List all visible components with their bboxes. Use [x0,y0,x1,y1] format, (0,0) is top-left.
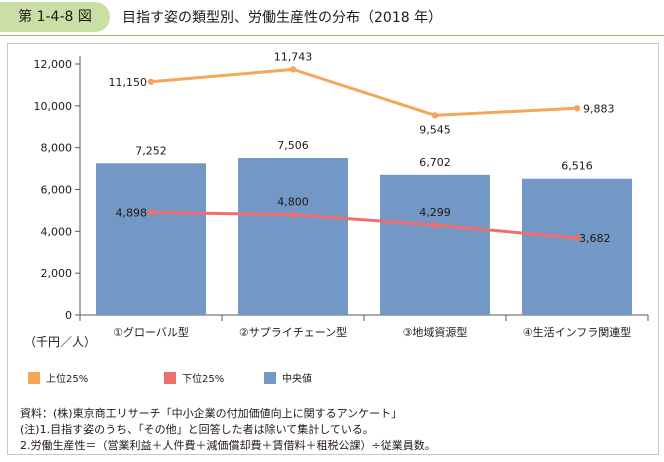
point-upper [289,66,297,73]
legend-swatch-lower [164,372,176,384]
x-tick-label: ②サプライチェーン型 [239,325,347,339]
legend-swatch-median [264,372,276,384]
y-axis-unit-label: （千円／人） [24,335,97,349]
y-tick-label: 2,000 [41,267,73,280]
x-tick-label: ④生活インフラ関連型 [523,325,632,339]
point-lower-label: 4,299 [419,206,451,219]
bar-median [96,163,206,315]
point-lower-label: 4,898 [116,207,148,220]
legend-swatch-upper [28,372,40,384]
bar-median-label: 6,516 [561,160,593,173]
point-lower [147,209,155,216]
figure-title: 目指す姿の類型別、労働生産性の分布（2018 年） [122,10,443,26]
y-tick-label: 4,000 [41,225,73,238]
bar-median [522,178,632,315]
y-tick-label: 10,000 [34,100,73,113]
note-2: 2.労働生産性＝（営業利益＋人件費＋減価償却費＋賃借料＋租税公課）÷従業員数。 [20,439,436,452]
chart-frame: 0 2,000 4,000 6,000 8,000 10,000 12,000 ①グローバル型… [7,43,659,455]
point-lower [289,211,297,218]
bar-median [238,157,348,315]
point-lower [573,234,581,242]
point-upper-label: 9,545 [419,123,451,136]
point-lower-label: 4,800 [277,196,309,209]
y-tick-label: 12,000 [34,58,73,71]
x-tick-label: ①グローバル型 [113,325,189,339]
legend-item-upper: 上位25% [28,372,88,388]
note-1: (注)1.目指す姿のうち、「その他」と回答した者は除いて集計している。 [20,423,374,436]
source-notes: 資料：(株)東京商工リサーチ「中小企業の付加価値向上に関するアンケート」 (注)… [20,406,436,454]
point-upper [147,78,155,85]
note-source: 資料：(株)東京商工リサーチ「中小企業の付加価値向上に関するアンケート」 [20,407,403,420]
line-upper [150,67,578,117]
x-tick-label: ③地域資源型 [403,325,468,339]
bar-median-label: 7,506 [277,139,309,152]
header-divider [0,35,664,36]
figure-header: 第 1-4-8 図 目指す姿の類型別、労働生産性の分布（2018 年） [0,0,664,34]
point-upper-label: 9,883 [583,102,615,115]
point-upper [573,105,581,112]
figure-number-badge: 第 1-4-8 図 [0,2,110,32]
legend-label-median: 中央値 [282,374,312,385]
y-tick-label: 8,000 [41,142,73,155]
bar-median-label: 7,252 [135,144,167,157]
point-lower-label: 3,682 [579,232,611,245]
y-tick-label: 0 [65,309,72,322]
line-lower [150,211,578,240]
legend-item-lower: 下位25% [164,372,224,388]
bar-median [380,174,490,315]
bar-median-label: 6,702 [419,156,451,169]
point-upper-label: 11,150 [109,76,148,89]
legend-label-upper: 上位25% [46,374,89,385]
chart-plot: 0 2,000 4,000 6,000 8,000 10,000 12,000 ①グローバル型… [34,50,649,339]
legend-item-median: 中央値 [264,372,312,388]
point-lower [431,221,439,229]
point-upper-label: 11,743 [274,50,313,63]
y-tick-label: 6,000 [41,184,73,197]
point-upper [431,112,439,119]
legend-label-lower: 下位25% [182,374,225,385]
chart-legend: 上位25% 下位25% 中央値 [26,372,646,388]
